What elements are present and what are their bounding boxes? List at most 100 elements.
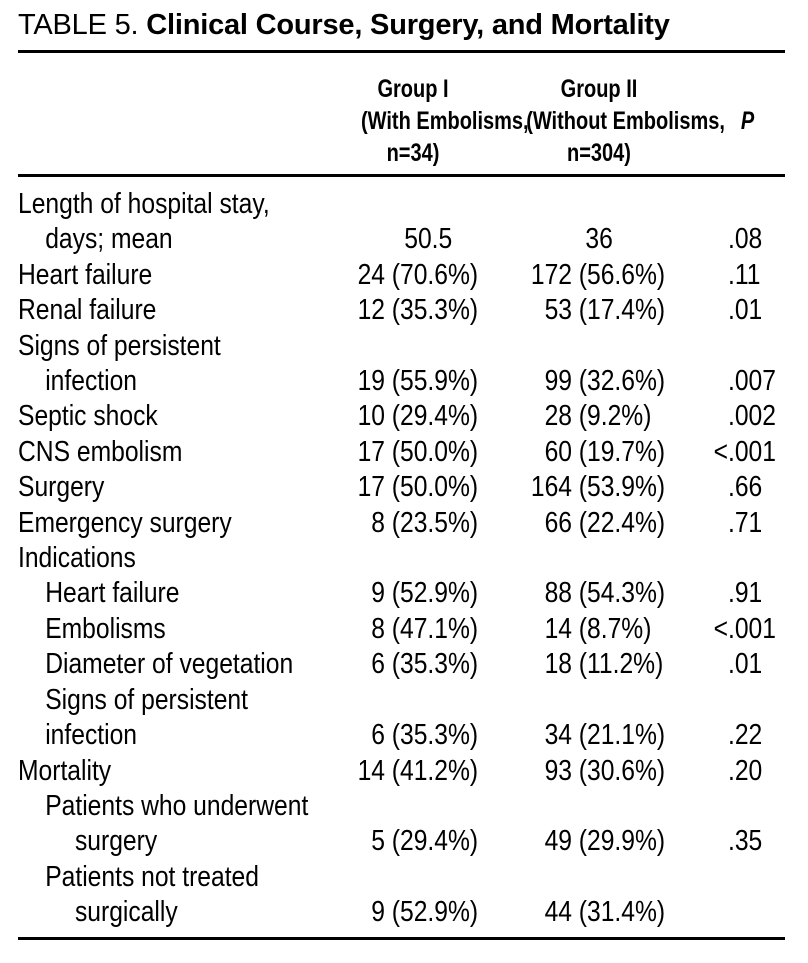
value-count: 17 [357, 471, 385, 504]
row-label: Signs of persistent infection [18, 683, 348, 754]
value-count: 17 [357, 435, 385, 468]
group1-value: 8 (47.1%) [348, 612, 508, 647]
p-number: .66 [728, 471, 763, 504]
p-prefix [696, 293, 728, 328]
col-header-p: P [690, 73, 785, 169]
group2-value: 53 (17.4%) [508, 293, 690, 328]
group1-value: 17 (50.0%) [348, 435, 508, 470]
group1-value: 10 (29.4%) [348, 399, 508, 434]
p-prefix [696, 576, 728, 611]
group2-value: 66 (22.4%) [508, 506, 690, 541]
value-count: 12 [357, 294, 385, 327]
p-value [690, 930, 785, 931]
p-prefix: < [713, 435, 728, 468]
value-percent: (50.0%) [391, 435, 479, 468]
p-number: .01 [728, 648, 763, 681]
p-label: P [740, 107, 755, 135]
p-prefix: < [713, 612, 728, 645]
value-percent: (11.2%) [578, 648, 664, 681]
table-row: Renal failure 12 (35.3%) 53 (17.4%) .01 [18, 293, 785, 328]
value-count: 8 [371, 506, 385, 539]
table-row: Patients who underwent surgery 5 (29.4%) 49(… [18, 789, 785, 860]
row-label-line: Heart failure [18, 258, 153, 291]
row-label-line: infection [45, 365, 138, 398]
p-prefix [696, 754, 728, 789]
value-count: 60 [544, 435, 572, 468]
value-percent: (47.1%) [391, 612, 479, 645]
row-label-line: Length of hospital stay, [18, 188, 270, 220]
p-value: .002 [690, 399, 785, 434]
p-number: .001 [728, 435, 776, 468]
table-row: Heart failure 24 (70.6%) 172 (56.6%) .11 [18, 258, 785, 293]
value-count: 172 [530, 258, 572, 291]
p-value: .22 [690, 718, 785, 753]
value-percent: (35.3%) [391, 719, 479, 752]
group2-value: 49 (29.9%) [508, 824, 690, 859]
value-percent: (29.9%) [578, 825, 666, 858]
p-value: .20 [690, 754, 785, 789]
group2-value: 44 (31.4%) [508, 895, 690, 930]
value-count: 14 [357, 754, 385, 787]
p-number: .007 [728, 365, 776, 398]
group1-value: 12 (35.3%) [348, 293, 508, 328]
row-label: Length of hospital stay, days; mean [18, 187, 348, 258]
group2-n: n=304) [567, 139, 631, 167]
row-label-line: Patients who underwent [45, 789, 309, 822]
p-prefix [696, 718, 728, 753]
value-count: 6 [371, 648, 385, 681]
value-count: 88 [544, 577, 572, 610]
row-label-line: Heart failure [45, 577, 180, 610]
p-value: .08 [690, 222, 785, 257]
row-label: Embolisms [18, 612, 348, 647]
group2-desc: (Without Embolisms, [526, 107, 725, 135]
p-value: .01 [690, 293, 785, 328]
value-percent: (50.0%) [391, 471, 479, 504]
value-count: 34 [544, 719, 572, 752]
col-header-group1: Group I (With Embolisms, n=34) [348, 73, 529, 169]
value-percent: (29.4%) [391, 400, 479, 433]
group2-value: 18 (11.2%) [508, 647, 690, 682]
p-value: .007 [690, 364, 785, 399]
p-prefix [696, 364, 728, 399]
row-label: Renal failure [18, 293, 348, 328]
value-text: 50.5 [403, 223, 452, 256]
value-count: 164 [530, 471, 572, 504]
value-percent: (35.3%) [391, 648, 479, 681]
value-percent: (29.4%) [391, 825, 479, 858]
group2-value: 99 (32.6%) [508, 364, 690, 399]
p-prefix [696, 258, 728, 293]
value-count: 10 [357, 400, 385, 433]
header-rule [18, 174, 785, 177]
table-row: Signs of persistent infection 6 (35.3%) 34 (2… [18, 683, 785, 754]
value-percent: (19.7%) [578, 435, 666, 468]
value-percent: (17.4%) [578, 294, 666, 327]
group2-name: Group II [560, 75, 638, 103]
label-column-header [18, 73, 348, 169]
value-percent: (52.9%) [391, 896, 479, 929]
table-row: Surgery 17 (50.0%) 164 (53.9%) .66 [18, 470, 785, 505]
group1-value: 6 (35.3%) [348, 647, 508, 682]
row-label-line: Emergency surgery [18, 506, 232, 539]
row-label: Diameter of vegetation [18, 647, 348, 682]
bottom-rule [18, 936, 785, 940]
value-count: 24 [357, 258, 385, 291]
value-count: 49 [544, 825, 572, 858]
group1-value: 9 (52.9%) [348, 895, 508, 930]
group1-value: 14 (41.2%) [348, 754, 508, 789]
group2-value: 28 (9.2%) [508, 399, 690, 434]
p-number: .71 [728, 506, 763, 539]
table-body: Length of hospital stay, days; mean 50.5 36… [18, 177, 785, 937]
value-count: 28 [544, 400, 572, 433]
group2-value: 34 (21.1%) [508, 718, 690, 753]
value-percent: (23.5%) [391, 506, 479, 539]
row-label: Patients who underwent surgery [18, 789, 348, 860]
group1-value: 50.5 [348, 222, 508, 257]
value-percent: (8.7%) [578, 612, 652, 645]
group1-value: 5 (29.4%) [348, 824, 508, 859]
p-number: .08 [728, 223, 763, 256]
value-count: 93 [544, 754, 572, 787]
row-label-line: days; mean [45, 223, 173, 256]
value-percent: (70.6%) [391, 258, 479, 291]
value-count: 44 [544, 896, 572, 929]
row-label-line: Indications [18, 542, 136, 575]
